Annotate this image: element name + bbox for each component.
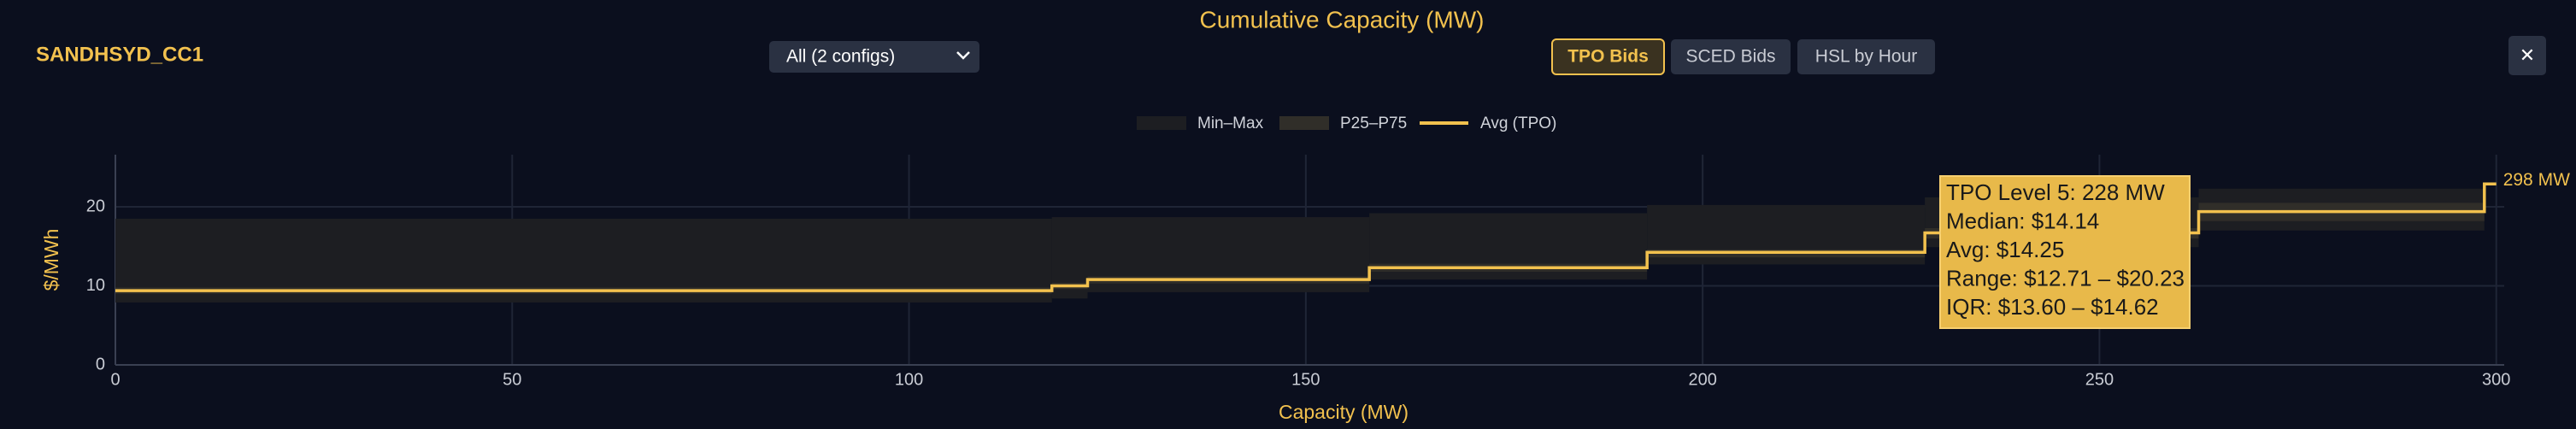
tab-label: SCED Bids — [1685, 47, 1775, 67]
legend-swatch — [1137, 116, 1186, 130]
x-tick-label: 150 — [1291, 370, 1320, 389]
y-tick-label: 0 — [96, 355, 105, 373]
tooltip-line: TPO Level 5: 228 MW — [1946, 179, 2165, 205]
tooltip-box — [1939, 175, 2191, 329]
dropdown-chevron — [956, 51, 970, 60]
tab-label: TPO Bids — [1567, 47, 1649, 67]
legend-swatch — [1279, 116, 1329, 130]
x-tick-label: 50 — [503, 370, 521, 389]
y-tick-label: 20 — [86, 197, 105, 215]
x-tick-label: 0 — [110, 370, 120, 389]
tab-button[interactable] — [1551, 38, 1665, 75]
x-axis-label: Capacity (MW) — [1279, 401, 1409, 423]
tooltip-line: Range: $12.71 – $20.23 — [1946, 265, 2185, 291]
x-tick-label: 200 — [1688, 370, 1716, 389]
close-button[interactable] — [2508, 36, 2546, 75]
tooltip-line: Avg: $14.25 — [1946, 237, 2064, 262]
dropdown-label: All (2 configs) — [786, 47, 895, 67]
end-label: 298 MW — [2503, 170, 2570, 190]
x-tick-label: 100 — [895, 370, 923, 389]
y-tick-label: 10 — [86, 276, 105, 295]
x-tick-label: 250 — [2085, 370, 2114, 389]
unit-name: SANDHSYD_CC1 — [36, 43, 203, 66]
chart-title: Cumulative Capacity (MW) — [1200, 6, 1485, 32]
legend-label: Avg (TPO) — [1480, 115, 1556, 132]
tab-label: HSL by Hour — [1815, 47, 1917, 67]
tooltip-line: IQR: $13.60 – $14.62 — [1946, 294, 2159, 320]
tab-button[interactable] — [1671, 39, 1791, 74]
avg-line — [115, 182, 2497, 292]
tab-button[interactable] — [1797, 39, 1935, 74]
y-axis-label: $/MWh — [40, 229, 62, 291]
legend-label: Min–Max — [1197, 115, 1264, 132]
config-dropdown[interactable] — [769, 41, 979, 73]
close-icon: ✕ — [2520, 44, 2535, 66]
legend-label: P25–P75 — [1340, 115, 1407, 132]
x-tick-label: 300 — [2482, 370, 2510, 389]
tooltip-line: Median: $14.14 — [1946, 208, 2099, 233]
